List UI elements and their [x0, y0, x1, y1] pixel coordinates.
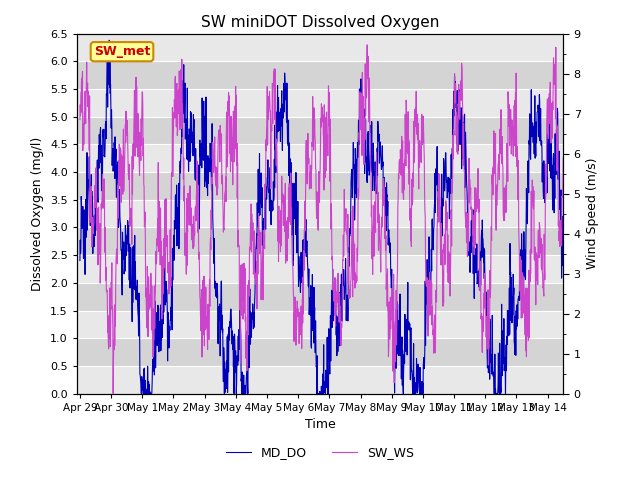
- Bar: [77, 311, 563, 338]
- Bar: [77, 172, 563, 200]
- SW_WS: [559, 155, 567, 161]
- X-axis label: Time: Time: [305, 418, 335, 431]
- MD_DO: [352, 156, 360, 161]
- MD_DO: [106, 37, 113, 43]
- Y-axis label: Dissolved Oxygen (mg/l): Dissolved Oxygen (mg/l): [31, 136, 44, 291]
- Legend: MD_DO, SW_WS: MD_DO, SW_WS: [221, 441, 419, 464]
- MD_DO: [134, 277, 141, 283]
- MD_DO: [76, 258, 84, 264]
- Line: SW_WS: SW_WS: [80, 45, 563, 394]
- SW_WS: [300, 267, 308, 273]
- Bar: [77, 89, 563, 117]
- Bar: [77, 34, 563, 61]
- SW_WS: [282, 180, 289, 186]
- Y-axis label: Wind Speed (m/s): Wind Speed (m/s): [586, 158, 599, 269]
- SW_WS: [134, 140, 141, 146]
- Text: SW_met: SW_met: [94, 45, 150, 58]
- Title: SW miniDOT Dissolved Oxygen: SW miniDOT Dissolved Oxygen: [201, 15, 439, 30]
- MD_DO: [138, 391, 145, 396]
- SW_WS: [364, 42, 371, 48]
- Bar: [77, 338, 563, 366]
- MD_DO: [114, 172, 122, 178]
- Line: MD_DO: MD_DO: [80, 40, 563, 394]
- Bar: [77, 200, 563, 228]
- SW_WS: [351, 270, 359, 276]
- MD_DO: [292, 231, 300, 237]
- Bar: [77, 228, 563, 255]
- MD_DO: [282, 85, 289, 91]
- Bar: [77, 144, 563, 172]
- SW_WS: [76, 117, 84, 122]
- Bar: [77, 117, 563, 144]
- Bar: [77, 255, 563, 283]
- Bar: [77, 366, 563, 394]
- SW_WS: [114, 185, 122, 191]
- SW_WS: [291, 317, 299, 323]
- MD_DO: [559, 222, 567, 228]
- Bar: [77, 283, 563, 311]
- Bar: [77, 61, 563, 89]
- SW_WS: [109, 391, 117, 396]
- MD_DO: [300, 261, 308, 267]
